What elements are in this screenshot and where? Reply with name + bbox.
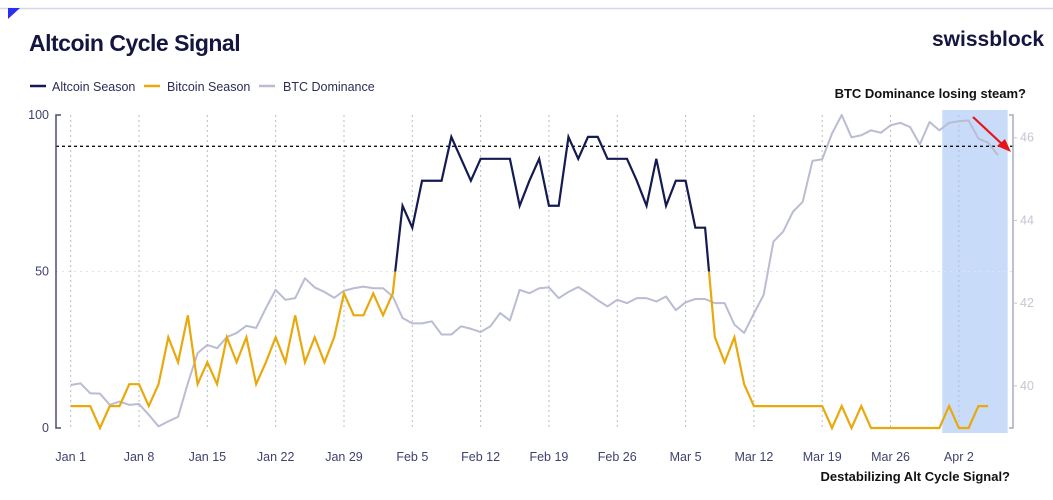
right-axis (1009, 114, 1014, 429)
bitcoin-season-line (707, 271, 989, 431)
right-tick-label: 40 (1020, 379, 1034, 393)
right-tick-label: 42 (1020, 296, 1034, 310)
left-tick-label: 100 (28, 108, 49, 122)
right-tick-label: 44 (1020, 213, 1034, 227)
x-tick-label: Jan 15 (189, 450, 227, 464)
x-tick-label: Mar 26 (871, 450, 910, 464)
btc-dominance-line (70, 114, 999, 428)
x-tick-label: Feb 12 (461, 450, 500, 464)
x-tick-label: Jan 22 (257, 450, 295, 464)
brand-logo: swissblock (932, 28, 1044, 51)
legend-bitcoin-label: Bitcoin Season (167, 80, 250, 94)
x-tick-label: Mar 5 (670, 450, 702, 464)
altcoin-season-line (394, 132, 711, 272)
right-tick-label: 46 (1020, 131, 1034, 145)
x-tick-label: Jan 1 (55, 450, 86, 464)
x-tick-label: Mar 12 (734, 450, 773, 464)
corner-triangle-icon (8, 8, 20, 19)
legend-dominance-label: BTC Dominance (283, 80, 375, 94)
x-tick-label: Mar 19 (803, 450, 842, 464)
left-tick-label: 0 (42, 421, 49, 435)
x-tick-label: Apr 2 (944, 450, 974, 464)
page-title: Altcoin Cycle Signal (29, 30, 240, 56)
x-tick-label: Jan 8 (124, 450, 155, 464)
x-tick-label: Feb 19 (529, 450, 568, 464)
left-axis (55, 114, 61, 429)
x-tick-label: Feb 26 (598, 450, 637, 464)
annotation-top: BTC Dominance losing steam? (835, 86, 1026, 101)
x-tick-label: Feb 5 (396, 450, 428, 464)
left-tick-label: 50 (35, 265, 49, 279)
legend-altcoin-label: Altcoin Season (52, 80, 135, 94)
x-tick-label: Jan 29 (325, 450, 363, 464)
legend: Altcoin Season Bitcoin Season BTC Domina… (30, 80, 375, 94)
red-arrow-icon (972, 116, 1011, 152)
annotation-bottom: Destabilizing Alt Cycle Signal? (821, 469, 1011, 484)
bitcoin-season-line (70, 271, 397, 431)
